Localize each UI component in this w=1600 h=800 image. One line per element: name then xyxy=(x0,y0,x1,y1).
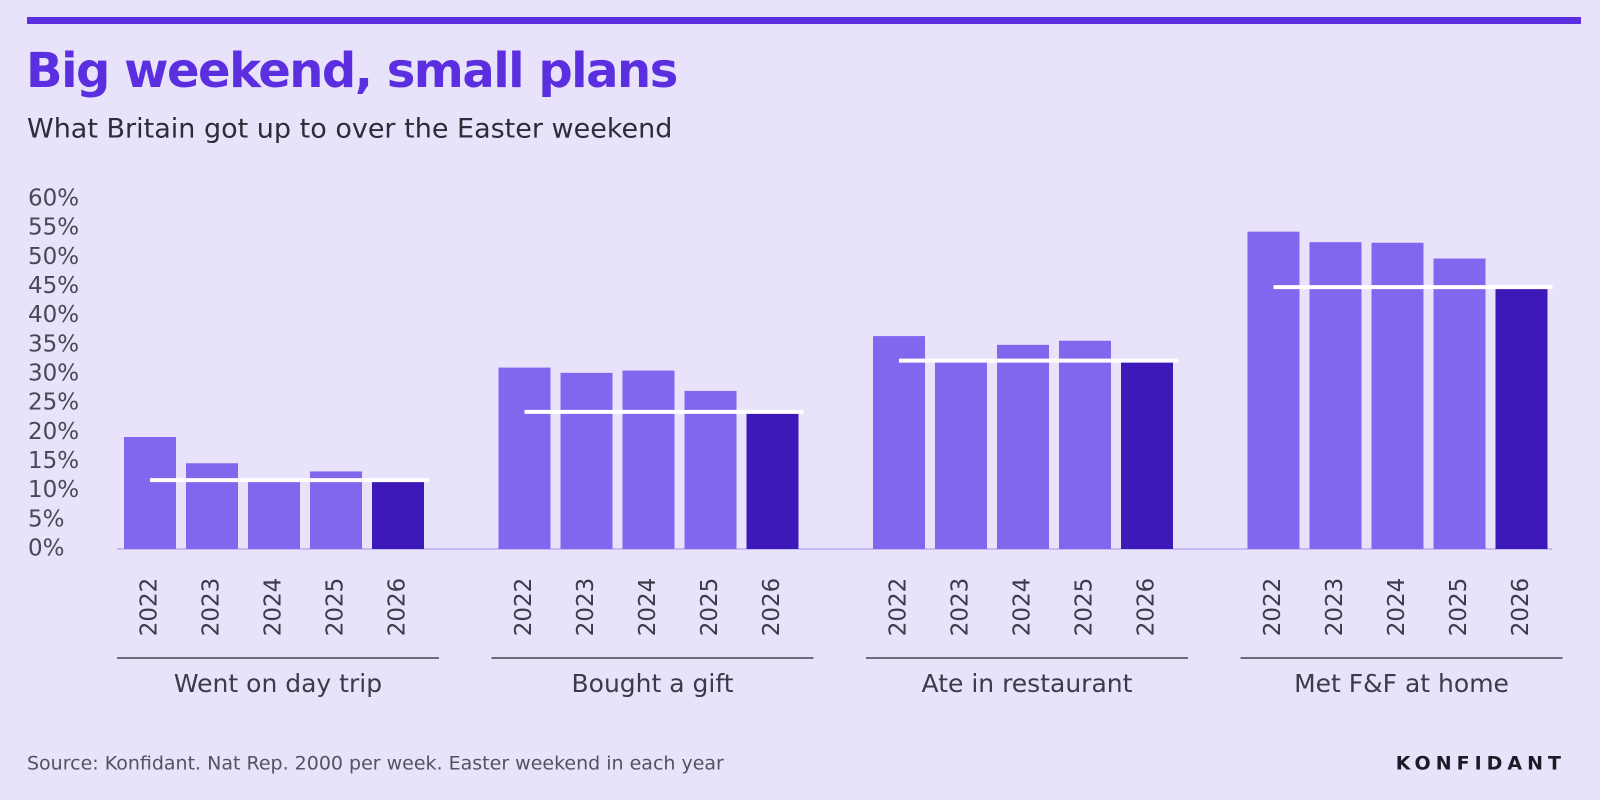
bar xyxy=(310,471,362,549)
bar xyxy=(498,367,551,549)
x-tick-label: 2025 xyxy=(697,578,723,637)
x-tick-label: 2026 xyxy=(1508,578,1534,637)
bar xyxy=(1247,231,1300,549)
bar xyxy=(935,360,987,549)
x-tick-label: 2024 xyxy=(1384,578,1410,637)
bar xyxy=(684,390,737,549)
y-tick-label: 10% xyxy=(28,477,79,503)
x-tick-label: 2023 xyxy=(1322,578,1348,637)
bar xyxy=(186,463,238,549)
y-tick-label: 25% xyxy=(28,390,79,416)
x-tick-label: 2023 xyxy=(948,578,974,637)
group-label: Went on day trip xyxy=(174,669,382,698)
source-note: Source: Konfidant. Nat Rep. 2000 per wee… xyxy=(27,753,724,775)
x-tick-label: 2025 xyxy=(1446,578,1472,637)
y-tick-label: 50% xyxy=(28,244,79,270)
bar xyxy=(622,370,675,549)
bar xyxy=(1495,287,1548,549)
bar xyxy=(1433,258,1486,549)
x-tick-label: 2022 xyxy=(511,578,537,637)
y-tick-label: 55% xyxy=(28,215,79,241)
x-tick-label: 2025 xyxy=(1072,578,1098,637)
y-tick-label: 15% xyxy=(28,448,79,474)
y-tick-label: 30% xyxy=(28,361,79,387)
x-tick-label: 2023 xyxy=(199,578,225,637)
bar xyxy=(372,480,424,549)
bar xyxy=(248,480,300,549)
x-tick-label: 2026 xyxy=(385,578,411,637)
y-tick-label: 5% xyxy=(28,506,65,532)
chart-title: Big weekend, small plans xyxy=(26,43,677,99)
top-rule xyxy=(27,17,1581,24)
bar xyxy=(1121,360,1173,549)
y-tick-label: 60% xyxy=(28,186,79,212)
x-tick-label: 2022 xyxy=(1260,578,1286,637)
x-tick-label: 2025 xyxy=(323,578,349,637)
chart-subtitle: What Britain got up to over the Easter w… xyxy=(27,114,672,145)
bar xyxy=(1371,242,1424,549)
x-tick-label: 2022 xyxy=(886,578,912,637)
bar xyxy=(560,372,613,549)
group-label: Met F&F at home xyxy=(1294,669,1509,698)
y-tick-label: 35% xyxy=(28,331,79,357)
group-label: Ate in restaurant xyxy=(922,669,1133,698)
y-tick-label: 0% xyxy=(28,536,65,562)
x-tick-label: 2024 xyxy=(261,578,287,637)
group-label: Bought a gift xyxy=(572,669,734,698)
bar xyxy=(873,336,925,549)
brand-logo: KONFIDANT xyxy=(1396,753,1566,775)
y-tick-label: 40% xyxy=(28,302,79,328)
x-tick-label: 2024 xyxy=(635,578,661,637)
bar xyxy=(1059,340,1111,549)
x-tick-label: 2026 xyxy=(759,578,785,637)
x-tick-label: 2026 xyxy=(1134,578,1160,637)
y-tick-label: 20% xyxy=(28,419,79,445)
bar xyxy=(124,437,176,549)
x-tick-label: 2023 xyxy=(573,578,599,637)
bar xyxy=(997,344,1049,549)
bar xyxy=(1309,242,1362,549)
x-tick-label: 2024 xyxy=(1010,578,1036,637)
bar xyxy=(746,411,799,549)
y-tick-label: 45% xyxy=(28,273,79,299)
x-tick-label: 2022 xyxy=(137,578,163,637)
